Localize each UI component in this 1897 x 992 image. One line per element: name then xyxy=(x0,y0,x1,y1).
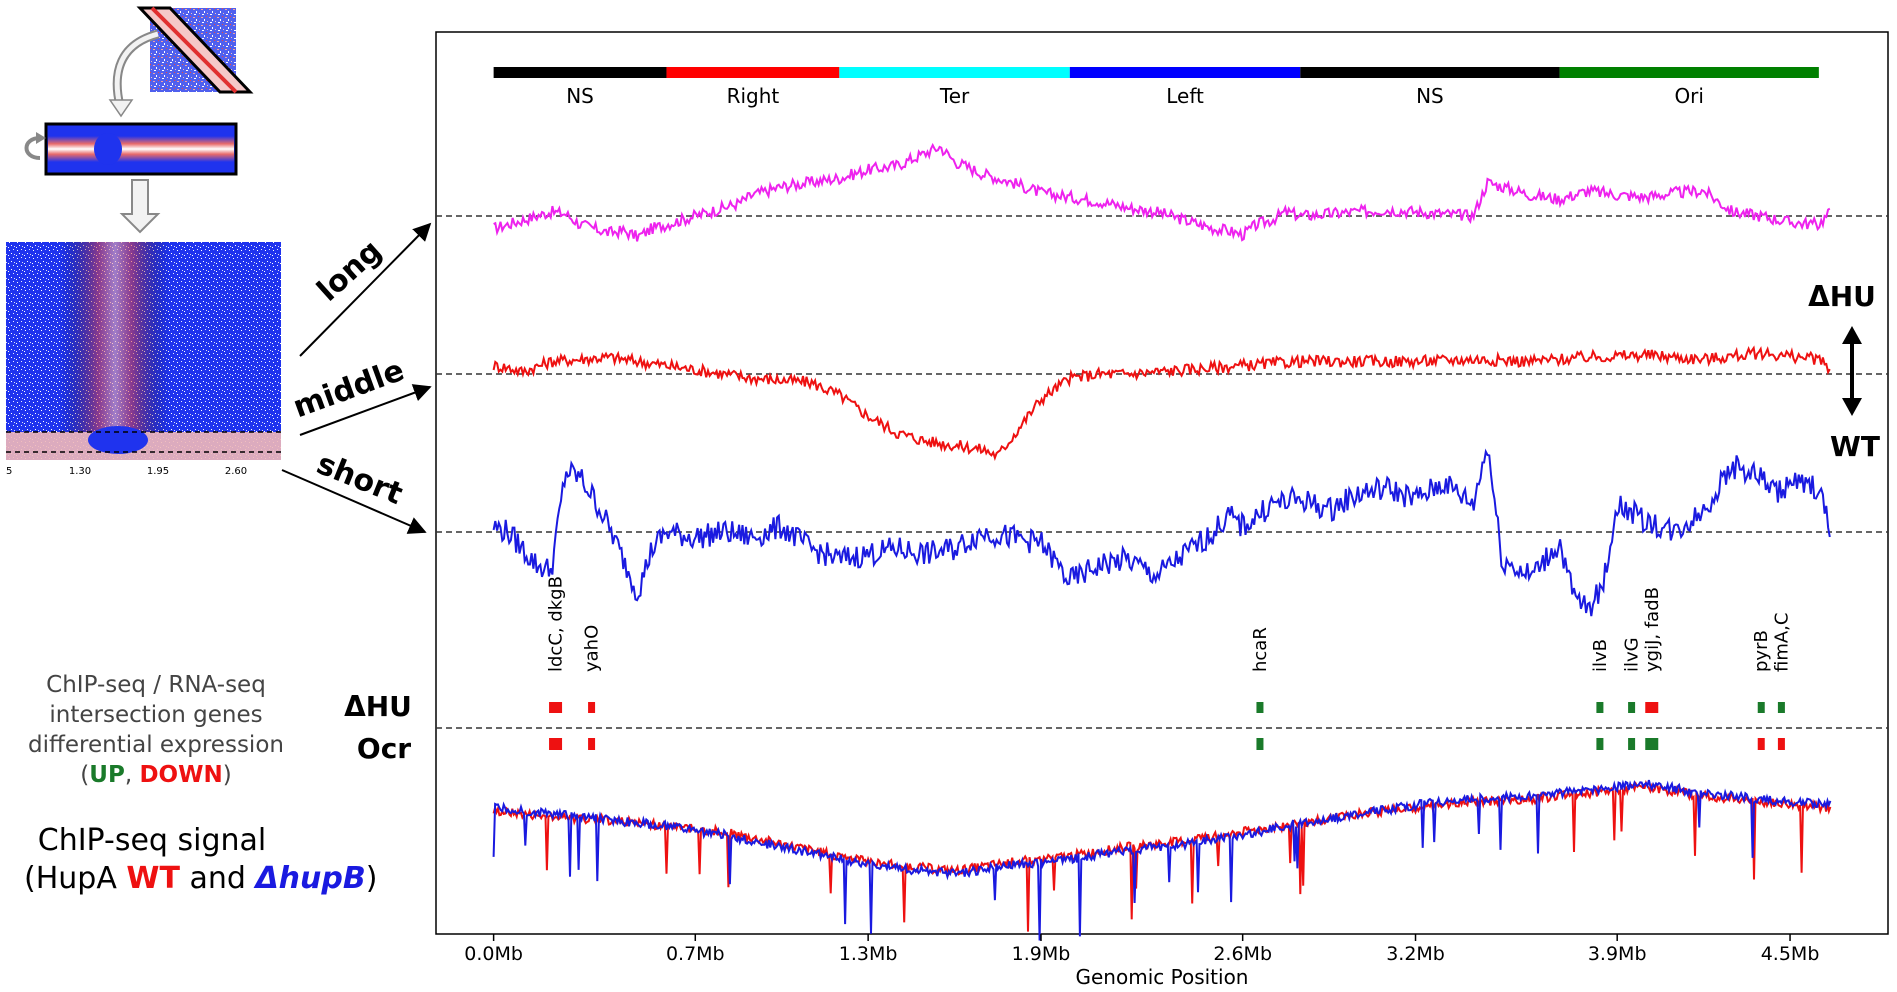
gene-mark-dhu-2 xyxy=(1256,702,1264,713)
chip-line-1 xyxy=(492,779,1832,941)
long-label: long xyxy=(311,233,389,308)
row-label-dhu: ΔHU xyxy=(344,690,412,723)
chip-signal xyxy=(492,779,1832,941)
gene-mark-ocr-7 xyxy=(1777,738,1785,750)
middle-label: middle xyxy=(289,353,409,425)
heatmap-tick-2: 1.95 xyxy=(147,466,169,477)
gene-mark-ocr-4 xyxy=(1628,738,1636,750)
gene-markers: ldcC, dkgB yahO hcaR ilvB ilvG ygiJ, fadB pyrB… xyxy=(546,576,1792,750)
gene-label-3: ilvB xyxy=(1590,639,1611,672)
gene-mark-ocr-3 xyxy=(1596,738,1604,750)
legend-up-down: (UP, DOWN) xyxy=(80,762,231,788)
macrodomain-4 xyxy=(1300,67,1560,78)
x-axis: 0.0Mb 0.7Mb 1.3Mb 1.9Mb 2.6Mb 3.2Mb 3.9Mb 4.5Mb xyxy=(464,934,1819,965)
x-tick-label-4: 2.6Mb xyxy=(1213,943,1272,965)
x-tick-label-0: 0.0Mb xyxy=(464,943,523,965)
plot-frame xyxy=(435,31,1889,935)
series-line-short xyxy=(492,448,1831,617)
gene-mark-dhu-1 xyxy=(588,702,596,713)
gene-label-7: fimA,C xyxy=(1771,613,1792,672)
chip-line-0 xyxy=(492,779,1832,932)
legend-genes-line-1: ChIP-seq / RNA-seq xyxy=(46,672,266,698)
x-axis-label: Genomic Position xyxy=(1076,965,1249,989)
contrast-top-label: ΔHU xyxy=(1808,280,1876,313)
short-arrow xyxy=(281,469,427,534)
left-schematic: 5 1.30 1.95 2.60 long middle short ChIP-… xyxy=(6,6,432,896)
gene-mark-ocr-2 xyxy=(1256,738,1264,750)
macrodomain-label-5: Ori xyxy=(1674,84,1704,108)
macrodomain-label-2: Ter xyxy=(939,84,970,108)
gene-mark-ocr-6 xyxy=(1757,738,1765,750)
gene-label-2: hcaR xyxy=(1250,627,1271,672)
macrodomain-3 xyxy=(1069,67,1301,78)
gene-mark-ocr-0 xyxy=(549,738,563,750)
gene-mark-dhu-5 xyxy=(1645,702,1659,713)
middle-arrow xyxy=(299,384,432,436)
main-plot: NS Right Ter Left NS Ori ldcC, dkgB yahO hcaR il… xyxy=(344,31,1889,989)
reference-lines xyxy=(436,215,1888,729)
macrodomain-bar: NS Right Ter Left NS Ori xyxy=(493,67,1819,108)
macrodomain-label-1: Right xyxy=(727,84,780,108)
macrodomain-label-0: NS xyxy=(566,84,594,108)
chip-legend-line-2: (HupA WT and ΔhupB) xyxy=(24,861,377,896)
macrodomain-0 xyxy=(493,67,667,78)
x-tick-label-3: 1.9Mb xyxy=(1012,943,1071,965)
macrodomain-1 xyxy=(666,67,840,78)
gene-mark-dhu-3 xyxy=(1596,702,1604,713)
gene-label-6: pyrB xyxy=(1751,630,1772,672)
macrodomain-label-4: NS xyxy=(1416,84,1444,108)
macrodomain-label-3: Left xyxy=(1166,84,1204,108)
gene-label-4: ilvG xyxy=(1622,637,1643,672)
gene-mark-ocr-5 xyxy=(1645,738,1659,750)
x-tick-label-1: 0.7Mb xyxy=(666,943,725,965)
macrodomain-5 xyxy=(1559,67,1819,78)
gene-mark-dhu-7 xyxy=(1777,702,1785,713)
gene-mark-ocr-1 xyxy=(588,738,596,750)
short-label: short xyxy=(312,446,408,512)
gene-mark-dhu-4 xyxy=(1628,702,1636,713)
x-tick-label-5: 3.2Mb xyxy=(1386,943,1445,965)
row-label-ocr: Ocr xyxy=(357,732,411,765)
down-arrow-icon xyxy=(119,179,161,234)
series-line-middle xyxy=(492,345,1831,462)
x-tick-label-7: 4.5Mb xyxy=(1761,943,1820,965)
chip-legend-line-1: ChIP-seq signal xyxy=(38,823,266,858)
contrast-bottom-label: WT xyxy=(1830,430,1880,463)
gene-label-1: yahO xyxy=(582,625,603,672)
x-tick-label-6: 3.9Mb xyxy=(1588,943,1647,965)
macrodomain-2 xyxy=(839,67,1070,78)
heatmap-tick-0: 5 xyxy=(6,466,12,477)
long-arrow xyxy=(299,222,432,357)
heatmap-tick-3: 2.60 xyxy=(225,466,247,477)
x-tick-label-2: 1.3Mb xyxy=(839,943,898,965)
gene-label-0: ldcC, dkgB xyxy=(546,576,567,672)
gene-label-5: ygiJ, fadB xyxy=(1642,587,1663,672)
legend-genes-line-2: intersection genes xyxy=(49,702,262,728)
legend-genes-line-3: differential expression xyxy=(28,732,284,758)
series-line-long xyxy=(493,142,1831,242)
gene-mark-dhu-6 xyxy=(1757,702,1765,713)
contrast-lines xyxy=(492,142,1831,617)
gene-mark-dhu-0 xyxy=(549,702,563,713)
heatmap-tick-1: 1.30 xyxy=(69,466,91,477)
